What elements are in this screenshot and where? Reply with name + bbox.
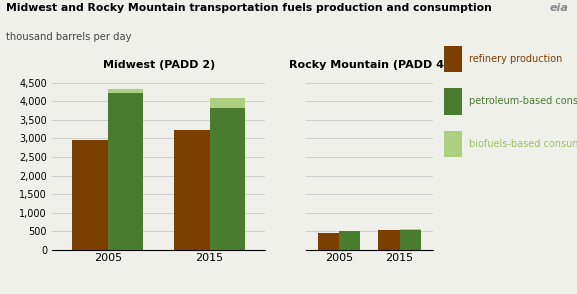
- Bar: [209, 98, 245, 108]
- Text: petroleum-based consumption: petroleum-based consumption: [469, 96, 577, 106]
- Text: biofuels-based consumption: biofuels-based consumption: [469, 139, 577, 149]
- Text: Midwest and Rocky Mountain transportation fuels production and consumption: Midwest and Rocky Mountain transportatio…: [6, 3, 492, 13]
- Bar: [108, 93, 144, 250]
- Bar: [209, 108, 245, 250]
- Title: Rocky Mountain (PADD 4): Rocky Mountain (PADD 4): [289, 60, 449, 70]
- Bar: [379, 230, 399, 250]
- Bar: [108, 89, 144, 93]
- Bar: [72, 140, 108, 250]
- Bar: [318, 233, 339, 250]
- Bar: [339, 231, 360, 250]
- Bar: [399, 229, 421, 230]
- Text: thousand barrels per day: thousand barrels per day: [6, 32, 132, 42]
- Bar: [174, 130, 209, 250]
- Text: refinery production: refinery production: [469, 54, 562, 64]
- Text: eia: eia: [549, 3, 568, 13]
- Bar: [399, 230, 421, 250]
- Title: Midwest (PADD 2): Midwest (PADD 2): [103, 60, 215, 70]
